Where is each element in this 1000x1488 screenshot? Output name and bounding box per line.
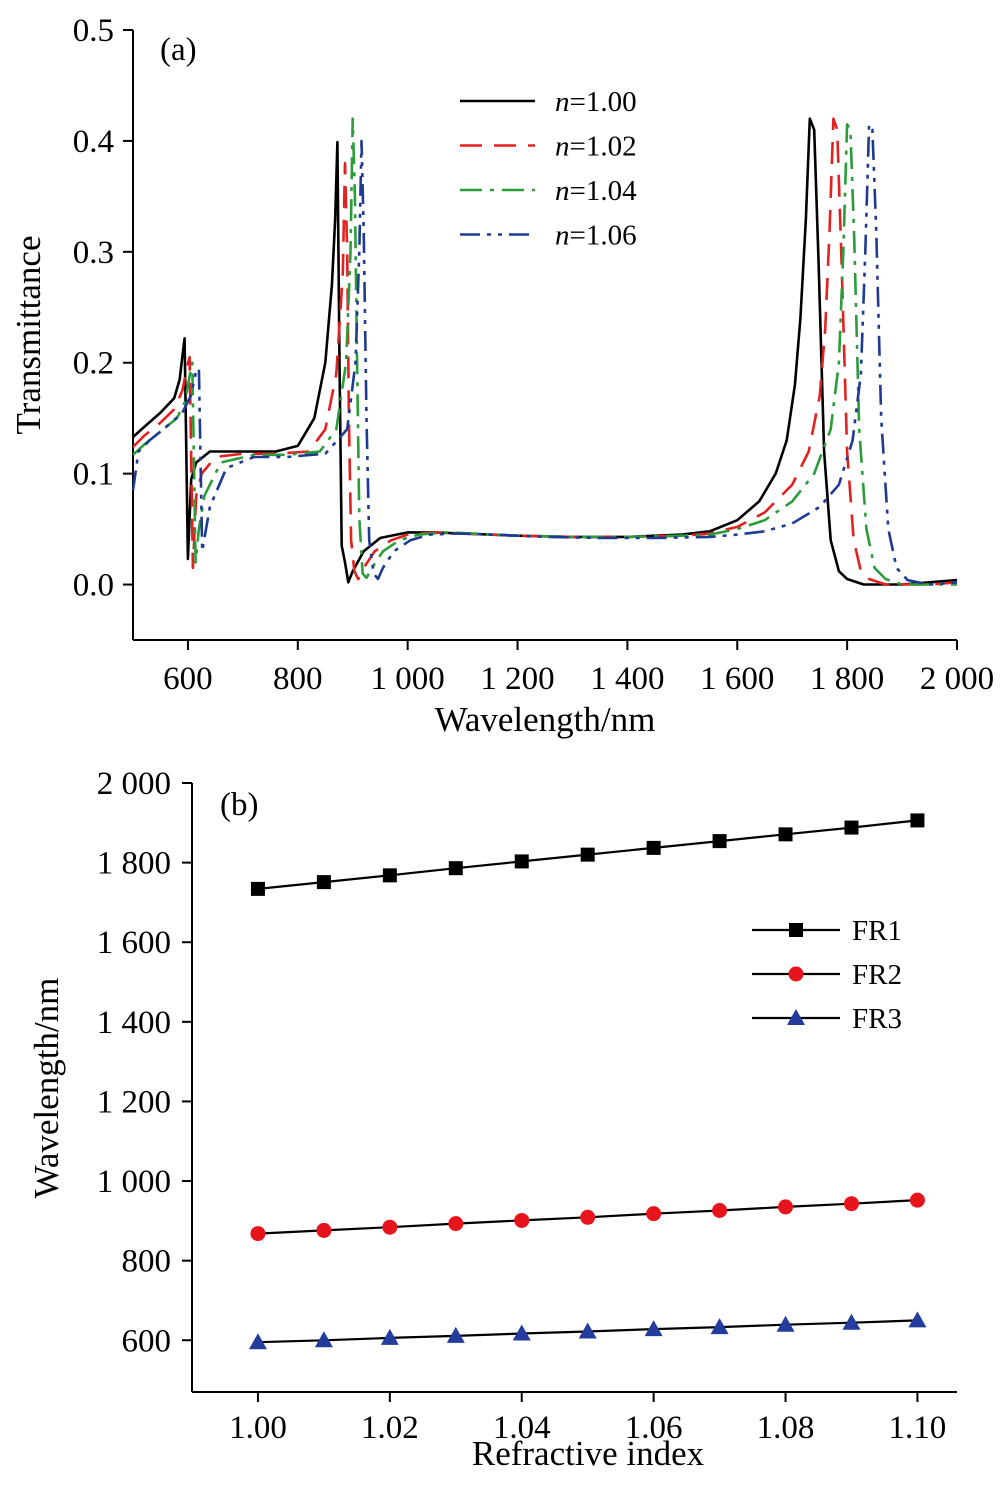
x-tick-label-a: 1 600: [700, 661, 774, 697]
wavelength-vs-index-chart: 1.00 1.02 1.04 1.06 1.08 1.10 600 800 1 000 1 200…: [27, 766, 957, 1473]
legend-a: n=1.00n=1.02n=1.04n=1.06: [460, 86, 637, 252]
legend-b: FR1 FR2 FR3: [752, 915, 902, 1035]
x-tick-label-b: 1.04: [493, 1410, 551, 1446]
data-point-fr1: [844, 820, 859, 835]
y-tick-label-b: 2 000: [97, 766, 171, 802]
legend-value: =1.04: [570, 175, 638, 207]
y-tick-label-b: 1 400: [97, 1005, 171, 1041]
legend-value: =1.02: [570, 131, 637, 163]
data-point-fr3: [512, 1324, 531, 1341]
panel-label-a: (a): [160, 32, 197, 68]
x-tick-label-a: 600: [163, 661, 213, 697]
x-tick-label-a: 2 000: [920, 661, 994, 697]
data-point-fr1: [778, 827, 793, 842]
series-lines-a: [131, 117, 958, 586]
data-point-fr3: [710, 1318, 729, 1335]
y-tick-label-b: 800: [122, 1244, 172, 1280]
legend-label-fr1: FR1: [852, 915, 902, 947]
data-point-fr2: [448, 1216, 464, 1232]
y-tick-label-b: 600: [122, 1323, 172, 1359]
data-point-fr2: [843, 1196, 859, 1212]
series-line-3: [132, 117, 957, 586]
data-point-fr2: [909, 1192, 925, 1208]
data-point-fr1: [910, 813, 925, 828]
y-tick-label-b: 1 800: [97, 846, 171, 882]
legend-label-fr3: FR3: [852, 1003, 902, 1035]
x-tick-label-a: 1 800: [810, 661, 884, 697]
x-tick-label-b: 1.08: [757, 1410, 815, 1446]
data-point-fr2: [514, 1212, 530, 1228]
data-point-fr1: [646, 840, 661, 855]
legend-marker-fr3: [787, 1009, 805, 1025]
y-tick-label-a: 0.3: [73, 235, 114, 271]
x-tick-label-b: 1.00: [229, 1410, 287, 1446]
series-line-2: [132, 117, 958, 586]
y-tick-label-a: 0.1: [73, 457, 114, 493]
transmittance-chart: 600 800 1 000 1 200 1 400 1 600 1 800 2 000 0.0 0…: [9, 13, 994, 739]
data-point-fr3: [248, 1333, 267, 1350]
legend-marker-fr2: [788, 966, 804, 982]
x-tick-label-b: 1.02: [361, 1410, 419, 1446]
x-tick-label-a: 800: [273, 661, 323, 697]
data-point-fr3: [842, 1313, 861, 1330]
data-point-fr1: [580, 847, 595, 862]
data-point-fr3: [380, 1328, 399, 1345]
series-lines-b: [248, 813, 927, 1350]
axis-ticks-b: 1.00 1.02 1.04 1.06 1.08 1.10 600 800 1 000 1 200…: [97, 766, 947, 1446]
legend-var: n: [555, 131, 570, 163]
y-axis-title-a: Transmittance: [9, 236, 48, 435]
legend-label-fr2: FR2: [852, 959, 902, 991]
x-tick-label-a: 1 200: [480, 661, 554, 697]
x-tick-label-a: 1 000: [371, 661, 445, 697]
data-point-fr2: [250, 1226, 266, 1242]
y-tick-label-b: 1 200: [97, 1084, 171, 1120]
data-point-fr2: [580, 1209, 596, 1225]
legend-label-2: n=1.02: [555, 131, 637, 163]
series-line-4: [131, 123, 958, 586]
y-tick-label-a: 0.4: [73, 124, 114, 160]
data-point-fr2: [316, 1222, 332, 1238]
legend-var: n: [555, 220, 570, 252]
x-axis-title-a: Wavelength/nm: [435, 700, 656, 739]
data-point-fr1: [316, 875, 331, 890]
legend-marker-fr1: [789, 923, 803, 937]
data-point-fr2: [382, 1219, 398, 1235]
legend-value: =1.06: [570, 220, 637, 252]
y-tick-label-b: 1 600: [97, 925, 171, 961]
y-tick-label-a: 0.5: [73, 13, 114, 49]
legend-label-3: n=1.04: [555, 175, 637, 207]
x-tick-label-a: 1 400: [590, 661, 664, 697]
data-point-fr3: [644, 1320, 663, 1337]
data-point-fr3: [776, 1315, 795, 1332]
data-point-fr1: [514, 854, 529, 869]
y-tick-label-a: 0.2: [73, 346, 114, 382]
axis-ticks-a: 600 800 1 000 1 200 1 400 1 600 1 800 2 000 0.0 0…: [73, 13, 994, 697]
data-point-fr3: [578, 1322, 597, 1339]
series-line-1: [132, 117, 958, 586]
y-axis-title-b: Wavelength/nm: [27, 978, 66, 1199]
panel-label-b: (b): [220, 787, 258, 823]
data-point-fr1: [382, 868, 397, 883]
y-tick-label-a: 0.0: [73, 568, 114, 604]
x-axis-title-b: Refractive index: [472, 1434, 705, 1473]
legend-var: n: [555, 86, 570, 118]
y-tick-label-b: 1 000: [97, 1164, 171, 1200]
x-tick-label-b: 1.10: [889, 1410, 947, 1446]
data-point-fr2: [646, 1206, 662, 1222]
data-point-fr3: [314, 1331, 333, 1348]
data-point-fr2: [712, 1202, 728, 1218]
legend-value: =1.00: [570, 86, 637, 118]
legend-label-1: n=1.00: [555, 86, 637, 118]
data-point-fr1: [250, 881, 265, 896]
x-tick-label-b: 1.06: [625, 1410, 683, 1446]
data-point-fr1: [448, 861, 463, 876]
data-point-fr3: [446, 1326, 465, 1343]
data-point-fr1: [712, 834, 727, 849]
data-point-fr2: [778, 1199, 794, 1215]
legend-var: n: [555, 175, 570, 207]
legend-label-4: n=1.06: [555, 220, 637, 252]
data-point-fr3: [908, 1311, 927, 1328]
